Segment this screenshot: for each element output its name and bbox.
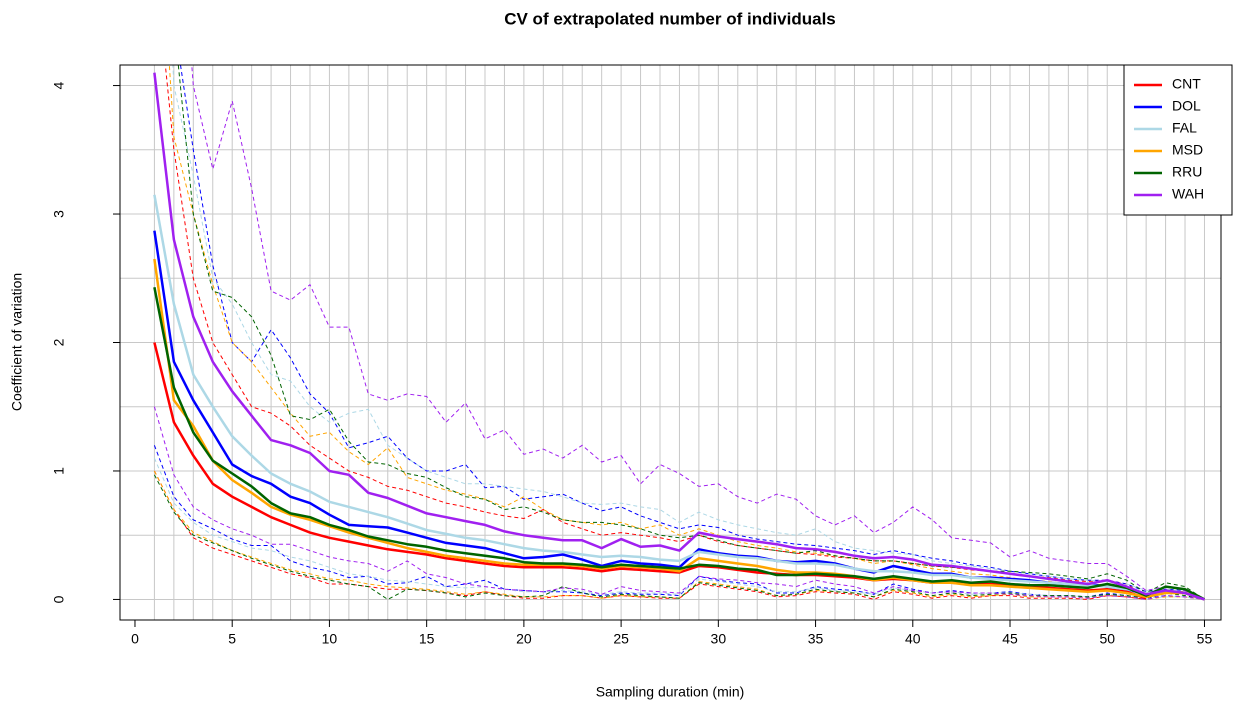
legend-label: DOL — [1172, 98, 1201, 114]
series-line — [153, 72, 1205, 601]
series-lower-line — [153, 470, 1147, 600]
grid — [120, 65, 1221, 620]
series-upper-line — [177, 65, 1205, 600]
y-tick-label: 2 — [51, 338, 67, 346]
legend-label: WAH — [1172, 186, 1204, 202]
axes: 0 5 10 15 20 25 30 35 40 45 50 55 0 1 2 3 4 — [51, 81, 1213, 646]
series-line — [153, 230, 1205, 601]
lines — [153, 65, 1206, 601]
x-tick-label: 45 — [1002, 631, 1018, 647]
legend-label: CNT — [1172, 76, 1201, 92]
y-tick-label: 1 — [51, 467, 67, 475]
legend-label: FAL — [1172, 120, 1197, 136]
series-line — [153, 287, 1206, 601]
series-upper-line — [179, 65, 1205, 600]
x-tick-label: 55 — [1197, 631, 1213, 647]
series-upper-line — [172, 65, 1205, 600]
chart-title: CV of extrapolated number of individuals — [504, 9, 836, 28]
series-lower-line — [153, 406, 1205, 600]
x-tick-label: 35 — [808, 631, 824, 647]
series-lower-line — [153, 474, 1205, 600]
x-tick-label: 5 — [228, 631, 236, 647]
y-axis-label: Coefficient of variation — [9, 273, 25, 411]
x-tick-label: 15 — [419, 631, 435, 647]
series-line — [153, 342, 1147, 600]
series-lower-line — [153, 457, 1205, 600]
legend: CNT DOL FAL MSD RRU WAH — [1123, 64, 1233, 216]
legend-label: RRU — [1172, 164, 1202, 180]
x-tick-label: 40 — [905, 631, 921, 647]
legend-box — [1123, 64, 1233, 216]
y-tick-label: 3 — [51, 210, 67, 218]
x-axis-label: Sampling duration (min) — [596, 684, 745, 700]
y-tick-label: 4 — [51, 81, 67, 89]
x-tick-label: 20 — [516, 631, 532, 647]
x-tick-label: 50 — [1099, 631, 1115, 647]
legend-label: MSD — [1172, 142, 1203, 158]
x-tick-label: 0 — [131, 631, 139, 647]
series-upper-line — [191, 65, 1205, 600]
series-line — [153, 194, 1205, 601]
y-tick-label: 0 — [51, 595, 67, 603]
x-tick-label: 25 — [613, 631, 629, 647]
x-tick-label: 10 — [322, 631, 338, 647]
series-line — [153, 258, 1205, 601]
x-tick-label: 30 — [711, 631, 727, 647]
